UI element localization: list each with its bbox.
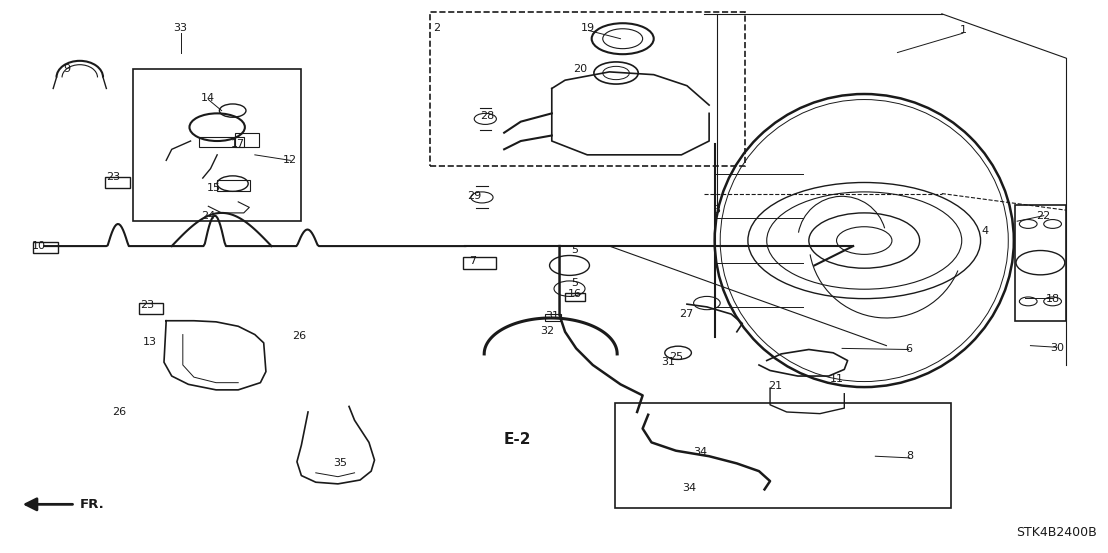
Bar bbox=[565, 293, 585, 301]
Text: 5: 5 bbox=[572, 278, 578, 288]
Text: 25: 25 bbox=[669, 352, 683, 362]
Bar bbox=[430, 12, 745, 166]
Text: 35: 35 bbox=[334, 458, 347, 468]
Text: 2: 2 bbox=[433, 23, 440, 33]
Text: 5: 5 bbox=[572, 245, 578, 255]
Bar bbox=[33, 242, 58, 253]
Bar bbox=[615, 403, 951, 508]
Text: 20: 20 bbox=[574, 64, 587, 74]
Text: 23: 23 bbox=[141, 300, 154, 310]
Bar bbox=[463, 257, 496, 269]
Text: 14: 14 bbox=[202, 93, 215, 103]
Text: 21: 21 bbox=[769, 381, 782, 391]
Text: 6: 6 bbox=[905, 345, 912, 354]
Text: 34: 34 bbox=[683, 483, 696, 493]
Text: 12: 12 bbox=[284, 155, 297, 165]
Text: 1: 1 bbox=[960, 25, 966, 35]
Text: 18: 18 bbox=[1046, 294, 1059, 304]
Text: 13: 13 bbox=[143, 337, 156, 347]
Bar bbox=[545, 314, 561, 321]
Text: 31: 31 bbox=[545, 311, 558, 321]
Bar bbox=[1015, 205, 1066, 321]
Text: 29: 29 bbox=[468, 191, 481, 201]
Text: 23: 23 bbox=[106, 172, 120, 182]
Text: 32: 32 bbox=[541, 326, 554, 336]
Text: 17: 17 bbox=[232, 139, 245, 149]
Text: 31: 31 bbox=[661, 357, 675, 367]
Text: 34: 34 bbox=[694, 447, 707, 457]
Text: 27: 27 bbox=[679, 309, 692, 319]
Text: 19: 19 bbox=[582, 23, 595, 33]
Text: 33: 33 bbox=[174, 23, 187, 33]
Text: FR.: FR. bbox=[80, 498, 104, 511]
Text: 3: 3 bbox=[714, 205, 720, 215]
Text: 15: 15 bbox=[207, 183, 220, 193]
Text: 24: 24 bbox=[202, 211, 215, 221]
Bar bbox=[105, 177, 130, 188]
Text: 10: 10 bbox=[32, 241, 45, 251]
Text: 16: 16 bbox=[568, 289, 582, 299]
Text: E-2: E-2 bbox=[504, 432, 531, 447]
Bar bbox=[138, 303, 163, 314]
Text: 26: 26 bbox=[293, 331, 306, 341]
Text: 26: 26 bbox=[113, 407, 126, 417]
Bar bbox=[133, 69, 301, 221]
Text: 7: 7 bbox=[470, 256, 476, 266]
Bar bbox=[217, 180, 250, 191]
Bar bbox=[235, 133, 259, 147]
Text: 11: 11 bbox=[830, 374, 843, 384]
Text: 30: 30 bbox=[1050, 343, 1064, 353]
Text: STK4B2400B: STK4B2400B bbox=[1016, 526, 1097, 539]
Text: 8: 8 bbox=[906, 451, 913, 461]
Text: 4: 4 bbox=[982, 226, 988, 236]
Bar bbox=[199, 137, 244, 147]
Text: 28: 28 bbox=[481, 111, 494, 121]
Text: 22: 22 bbox=[1037, 211, 1050, 221]
Text: 9: 9 bbox=[63, 64, 70, 74]
